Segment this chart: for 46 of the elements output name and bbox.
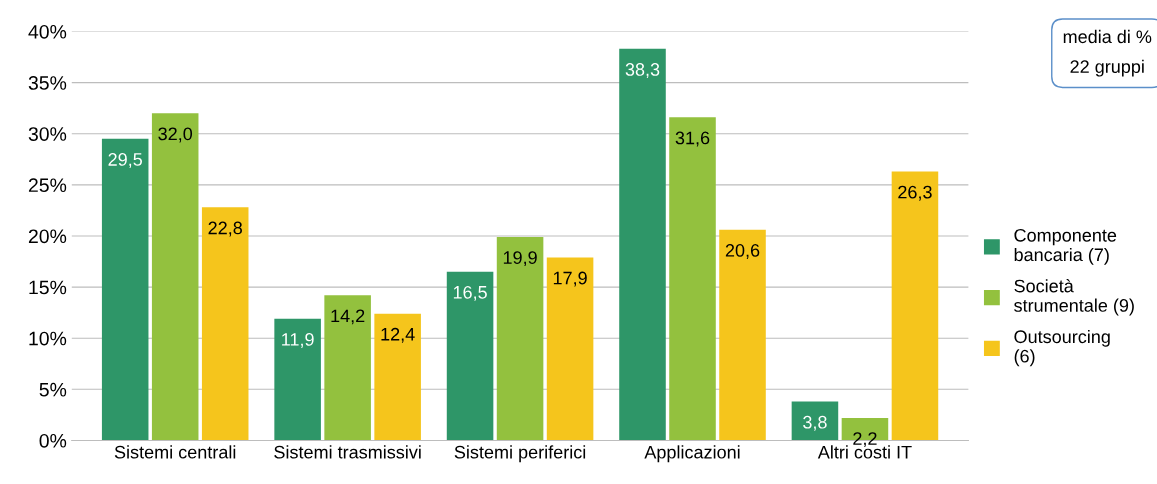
bar [496, 236, 544, 441]
y-tick-label: 10% [29, 331, 67, 346]
y-tick-label: 15% [29, 280, 67, 295]
data-label: 14,2 [331, 309, 365, 325]
text: media di % 22 gruppi [1063, 29, 1152, 77]
data-label: 32,0 [158, 127, 193, 143]
y-tick-label: 30% [28, 127, 67, 141]
bar [891, 171, 939, 441]
y-tick-label: 40% [28, 24, 67, 39]
y-tick-label: 5% [39, 382, 67, 397]
y-tick-label: 20% [28, 229, 67, 244]
bar [151, 113, 199, 441]
y-tick-label: 35% [28, 76, 67, 90]
bar [669, 117, 716, 441]
bar [719, 229, 766, 441]
data-label: 16,5 [453, 285, 487, 301]
data-label: 20,6 [725, 244, 760, 259]
bar [546, 257, 594, 441]
data-label: 11,9 [282, 332, 314, 348]
data-label: 38,3 [625, 63, 660, 78]
y-tick-label: 25% [28, 178, 67, 193]
x-tick-label: Applicazioni [644, 445, 740, 463]
data-label: 19,9 [503, 251, 537, 267]
y-tick-label: 0% [39, 433, 67, 448]
data-label: 22,8 [208, 221, 242, 237]
data-label: 3,8 [803, 415, 827, 431]
bar [201, 207, 249, 441]
bar [446, 271, 494, 441]
data-label: 12,4 [381, 327, 415, 343]
x-tick-label: Sistemi centrali [114, 445, 236, 459]
x-tick-label: Sistemi periferici [454, 445, 586, 463]
bar [324, 295, 371, 441]
data-label: 29,5 [108, 153, 142, 168]
x-tick-label: Sistemi trasmissivi [274, 445, 421, 459]
legend-label: Componente bancaria (7) [1014, 228, 1117, 265]
bar [791, 401, 839, 441]
bar [101, 138, 149, 441]
legend-label: Società strumentale (9) [1014, 278, 1134, 316]
data-label: 31,6 [675, 131, 710, 147]
bar [374, 313, 421, 441]
bar [274, 318, 321, 441]
bar [619, 48, 666, 441]
data-label: 17,9 [553, 271, 587, 287]
data-label: 26,3 [898, 185, 932, 201]
legend-label: Outsourcing (6) [1014, 329, 1110, 367]
x-tick-label: Altri costi IT [817, 445, 912, 459]
